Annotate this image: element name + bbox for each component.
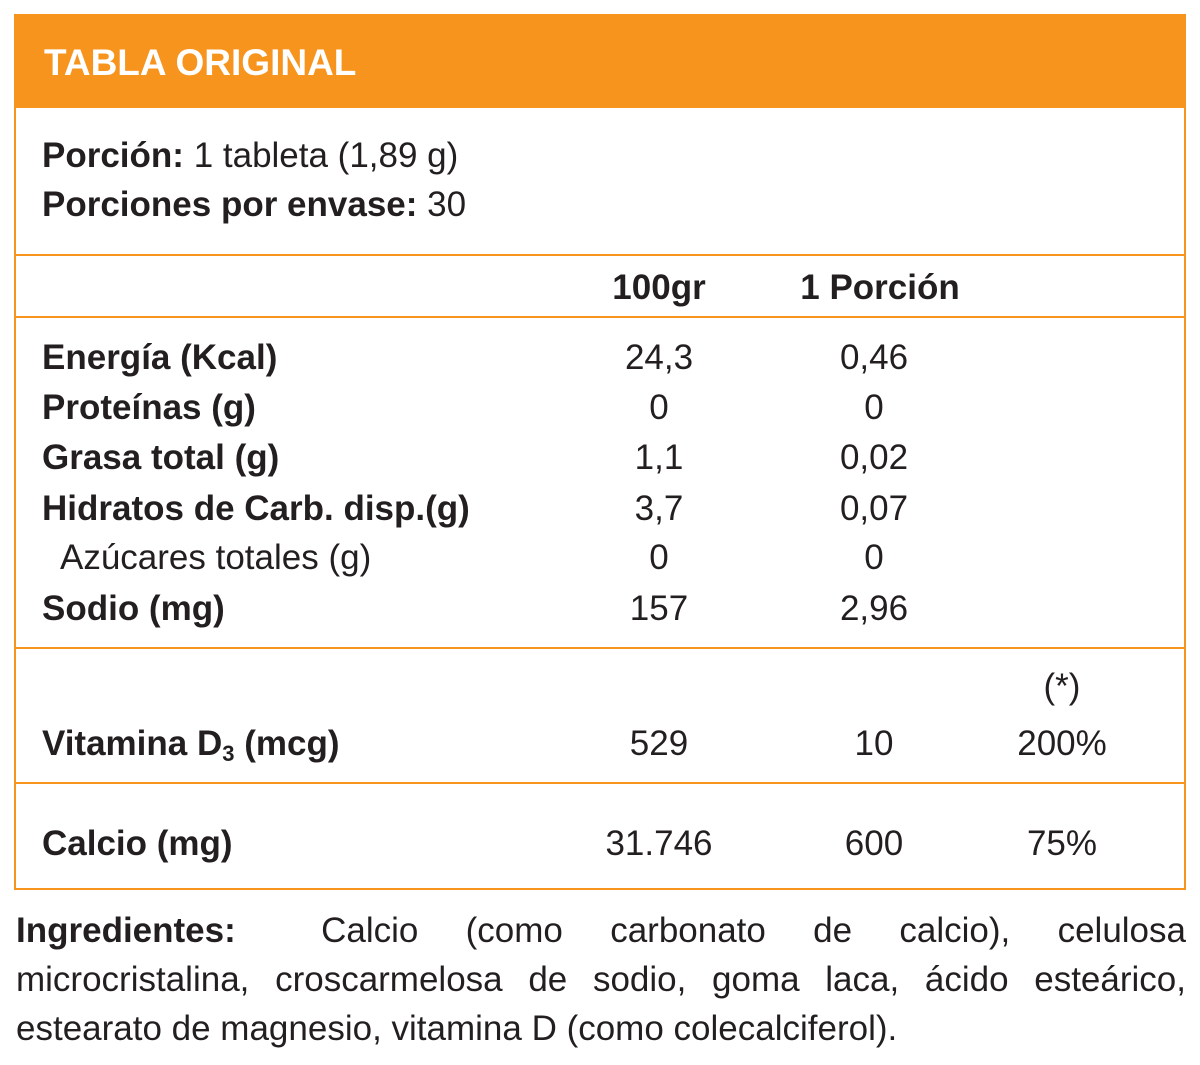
vitamin-d-value-100gr: 529	[629, 724, 689, 763]
nutrient-value-portion: 0,07	[839, 489, 909, 528]
nutrient-name: Hidratos de Carb. disp.(g)	[42, 489, 470, 528]
nutrient-value-portion: 0	[864, 538, 884, 577]
calcium-daily-value: 75%	[1026, 824, 1098, 863]
nutrient-value-100gr: 157	[629, 589, 689, 628]
nutrient-value-100gr: 3,7	[634, 489, 684, 528]
vitamin-d-subscript: 3	[222, 741, 235, 766]
ingredients-text: Calcio (como carbonato de calcio), celul…	[16, 911, 1186, 1048]
vitamin-d-name: Vitamina D3 (mcg)	[42, 724, 340, 766]
calcium-value-portion: 600	[844, 824, 904, 863]
calcium-name: Calcio (mg)	[42, 824, 233, 863]
calcium-value-100gr: 31.746	[605, 824, 713, 863]
servings-line: Porciones por envase: 30	[42, 185, 466, 225]
nutrient-value-100gr: 24,3	[624, 338, 694, 377]
nutrient-value-100gr: 0	[649, 388, 669, 427]
table-header: TABLA ORIGINAL	[16, 16, 1184, 108]
column-header-portion: 1 Porción	[800, 268, 960, 307]
portion-label: Porción:	[42, 136, 184, 175]
nutrient-name: Proteínas (g)	[42, 388, 256, 427]
nutrient-name: Energía (Kcal)	[42, 338, 278, 377]
nutrient-value-portion: 2,96	[839, 589, 909, 628]
ingredients-paragraph: Ingredientes: Calcio (como carbonato de …	[16, 906, 1186, 1053]
ingredients-label: Ingredientes:	[16, 911, 236, 950]
nutrient-name-sub: Azúcares totales (g)	[60, 538, 372, 577]
vitamin-d-name-prefix: Vitamina D	[42, 724, 223, 763]
portion-value: 1 tableta (1,89 g)	[193, 136, 459, 175]
vitamin-d-value-portion: 10	[854, 724, 894, 763]
nutrient-name: Grasa total (g)	[42, 438, 280, 477]
divider	[16, 647, 1184, 649]
vitamin-d-daily-value: 200%	[1017, 724, 1107, 763]
divider	[16, 254, 1184, 256]
nutrient-value-portion: 0,46	[839, 338, 909, 377]
servings-value: 30	[427, 185, 467, 224]
nutrient-value-100gr: 1,1	[634, 438, 684, 477]
nutrient-name: Sodio (mg)	[42, 589, 225, 628]
nutrient-value-portion: 0	[864, 388, 884, 427]
divider	[16, 782, 1184, 784]
table-title: TABLA ORIGINAL	[44, 42, 357, 83]
nutrition-table: TABLA ORIGINAL Porción: 1 tableta (1,89 …	[14, 14, 1186, 890]
column-header-100gr: 100gr	[612, 268, 706, 307]
portion-line: Porción: 1 tableta (1,89 g)	[42, 136, 458, 176]
daily-value-note: (*)	[1043, 667, 1081, 706]
nutrient-value-portion: 0,02	[839, 438, 909, 477]
vitamin-d-unit: (mcg)	[234, 724, 340, 763]
nutrient-value-100gr: 0	[649, 538, 669, 577]
servings-label: Porciones por envase:	[42, 185, 418, 224]
divider	[16, 316, 1184, 318]
